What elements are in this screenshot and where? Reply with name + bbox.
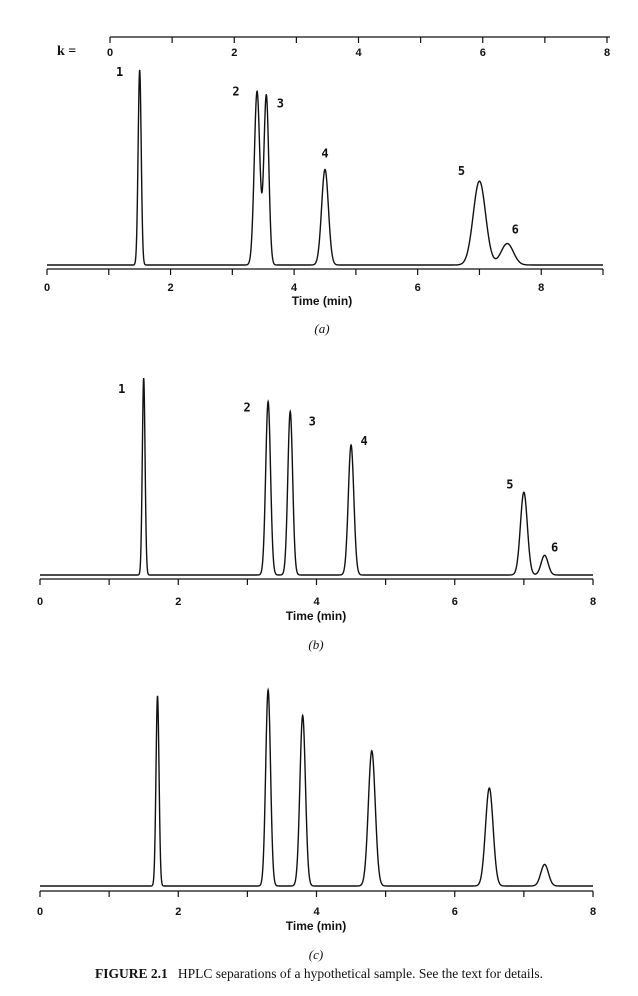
- figure-caption-text: HPLC separations of a hypothetical sampl…: [177, 966, 544, 981]
- peak-label: 1: [116, 65, 123, 79]
- peak-label: 5: [506, 477, 513, 491]
- peak-label: 1: [118, 382, 125, 396]
- chromatogram-trace-c: [40, 687, 593, 887]
- panel-label-b: (b): [308, 637, 323, 652]
- time-axis-tick-label: 8: [538, 282, 544, 294]
- time-axis-tick-label: 6: [452, 906, 458, 918]
- time-axis-tick-label: 8: [590, 906, 596, 918]
- peak-label: 6: [512, 223, 519, 237]
- peak-label: 6: [551, 540, 558, 554]
- figure-caption-label: FIGURE 2.1: [94, 966, 168, 981]
- time-axis-ticks-a: 0 2 4 6 8: [44, 269, 604, 294]
- time-axis-tick-label: 4: [313, 596, 320, 608]
- chromatogram-panel-a: 0 2 4 6 8 1 2 3 4 5 6 Time (min) (a): [44, 65, 604, 336]
- time-axis-tick-label: 0: [37, 596, 43, 608]
- k-axis: k = 0 2 4 6 8: [57, 36, 610, 59]
- peak-label: 4: [321, 146, 328, 160]
- panel-label-c: (c): [309, 947, 323, 962]
- time-axis-tick-label: 2: [175, 596, 181, 608]
- time-axis-tick-label: 4: [291, 282, 298, 294]
- figure-caption: FIGURE 2.1 HPLC separations of a hypothe…: [0, 966, 638, 982]
- time-axis-tick-label: 6: [452, 596, 458, 608]
- k-axis-tick-label: 0: [107, 47, 113, 59]
- time-axis-tick-label: 0: [37, 906, 43, 918]
- time-axis-title-c: Time (min): [286, 919, 346, 933]
- k-axis-ticks: 0 2 4 6 8: [107, 37, 610, 59]
- chromatogram-panel-c: 0 2 4 6 8 Time (min) (c): [37, 687, 596, 962]
- time-axis-ticks-b: 0 2 4 6 8: [37, 579, 596, 608]
- time-axis-ticks-c: 0 2 4 6 8: [37, 891, 596, 918]
- k-axis-label: k =: [57, 44, 76, 59]
- time-axis-title-b: Time (min): [286, 609, 346, 623]
- time-axis-tick-label: 6: [415, 282, 421, 294]
- peak-label: 2: [243, 401, 250, 415]
- k-axis-tick-label: 4: [355, 47, 362, 59]
- peak-label: 5: [458, 164, 465, 178]
- time-axis-tick-label: 2: [175, 906, 181, 918]
- peak-labels-b: 1 2 3 4 5 6: [118, 382, 558, 554]
- peak-label: 3: [309, 414, 316, 428]
- peak-label: 4: [360, 434, 367, 448]
- time-axis-title-a: Time (min): [292, 294, 352, 308]
- time-axis-tick-label: 0: [44, 282, 50, 294]
- k-axis-tick-label: 8: [604, 47, 610, 59]
- peak-labels-a: 1 2 3 4 5 6: [116, 65, 519, 237]
- time-axis-tick-label: 2: [167, 282, 173, 294]
- peak-label: 2: [232, 84, 239, 98]
- peak-label: 3: [277, 96, 284, 110]
- k-axis-tick-label: 6: [480, 47, 486, 59]
- time-axis-tick-label: 8: [590, 596, 596, 608]
- chromatogram-trace-b: [40, 377, 593, 576]
- chromatogram-trace-a: [47, 69, 603, 266]
- panel-label-a: (a): [314, 321, 329, 336]
- time-axis-tick-label: 4: [313, 906, 320, 918]
- chromatogram-panel-b: 0 2 4 6 8 1 2 3 4 5 6 Time (min) (b): [37, 377, 596, 652]
- k-axis-tick-label: 2: [231, 47, 237, 59]
